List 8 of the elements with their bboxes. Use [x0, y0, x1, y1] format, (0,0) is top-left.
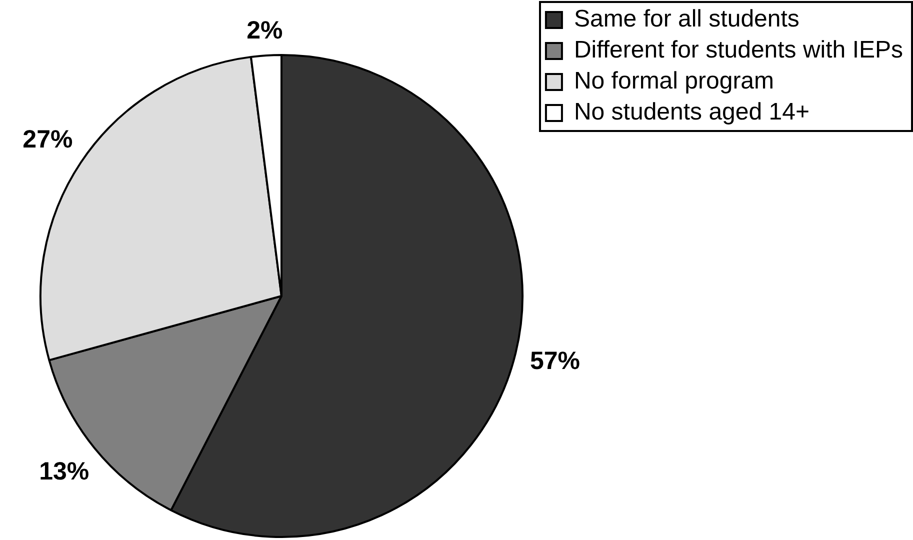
legend-label: No formal program [574, 68, 774, 95]
legend-label: Same for all students [574, 6, 800, 33]
data-label: 2% [246, 16, 283, 44]
data-label: 27% [22, 125, 73, 154]
data-label: 57% [530, 347, 580, 376]
legend-label: Different for students with IEPs [574, 36, 904, 64]
data-label: 13% [39, 458, 90, 486]
legend-label: No students aged 14+ [574, 98, 810, 126]
